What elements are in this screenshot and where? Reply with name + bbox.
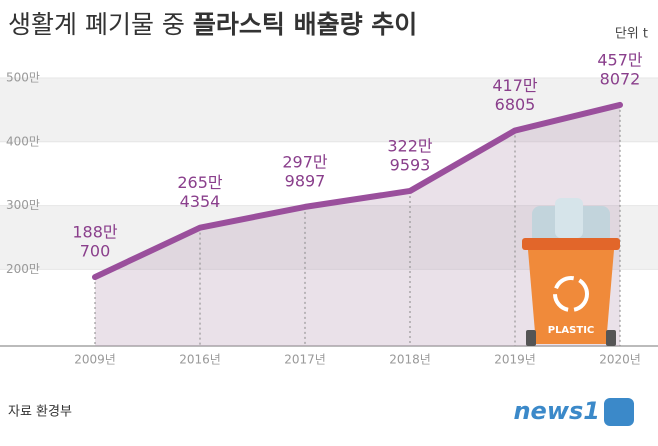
value-label: 188만 bbox=[72, 223, 118, 242]
value-label: 4354 bbox=[180, 192, 221, 211]
y-tick-label: 500만 bbox=[6, 71, 40, 85]
value-label: 8072 bbox=[600, 69, 641, 88]
trash-bin: PLASTIC bbox=[522, 198, 620, 346]
value-label: 322만 bbox=[387, 136, 433, 155]
title-part: 플라스틱 배출량 추이 bbox=[193, 10, 417, 39]
x-tick-label: 2019년 bbox=[494, 353, 536, 367]
y-tick-label: 400만 bbox=[6, 134, 40, 148]
x-tick-label: 2009년 bbox=[74, 353, 116, 367]
y-tick-label: 300만 bbox=[6, 198, 40, 212]
value-label: 457만 bbox=[597, 50, 643, 69]
value-label: 6805 bbox=[495, 95, 536, 114]
x-tick-label: 2017년 bbox=[284, 353, 326, 367]
area bbox=[95, 104, 620, 346]
line bbox=[92, 101, 623, 281]
value-label: 265만 bbox=[177, 173, 223, 192]
value-label: 417만 bbox=[492, 76, 538, 95]
logo: news1 bbox=[513, 397, 600, 425]
value-label: 700 bbox=[80, 242, 111, 261]
logo-mark bbox=[604, 398, 634, 426]
grid-band bbox=[0, 78, 658, 142]
value-label: 9593 bbox=[390, 155, 431, 174]
x-tick-label: 2016년 bbox=[179, 353, 221, 367]
x-tick-label: 2020년 bbox=[599, 353, 641, 367]
chart-title: 생활계 폐기물 중 플라스틱 배출량 추이 bbox=[8, 10, 417, 39]
title-part: 생활계 폐기물 중 bbox=[8, 10, 185, 39]
value-label: 9897 bbox=[285, 171, 326, 190]
bin-label: PLASTIC bbox=[548, 325, 595, 336]
x-tick-label: 2018년 bbox=[389, 353, 431, 367]
unit-label: 단위 t bbox=[615, 27, 648, 42]
value-label: 297만 bbox=[282, 152, 328, 171]
y-tick-label: 200만 bbox=[6, 262, 40, 276]
source: 자료 환경부 bbox=[8, 405, 72, 420]
